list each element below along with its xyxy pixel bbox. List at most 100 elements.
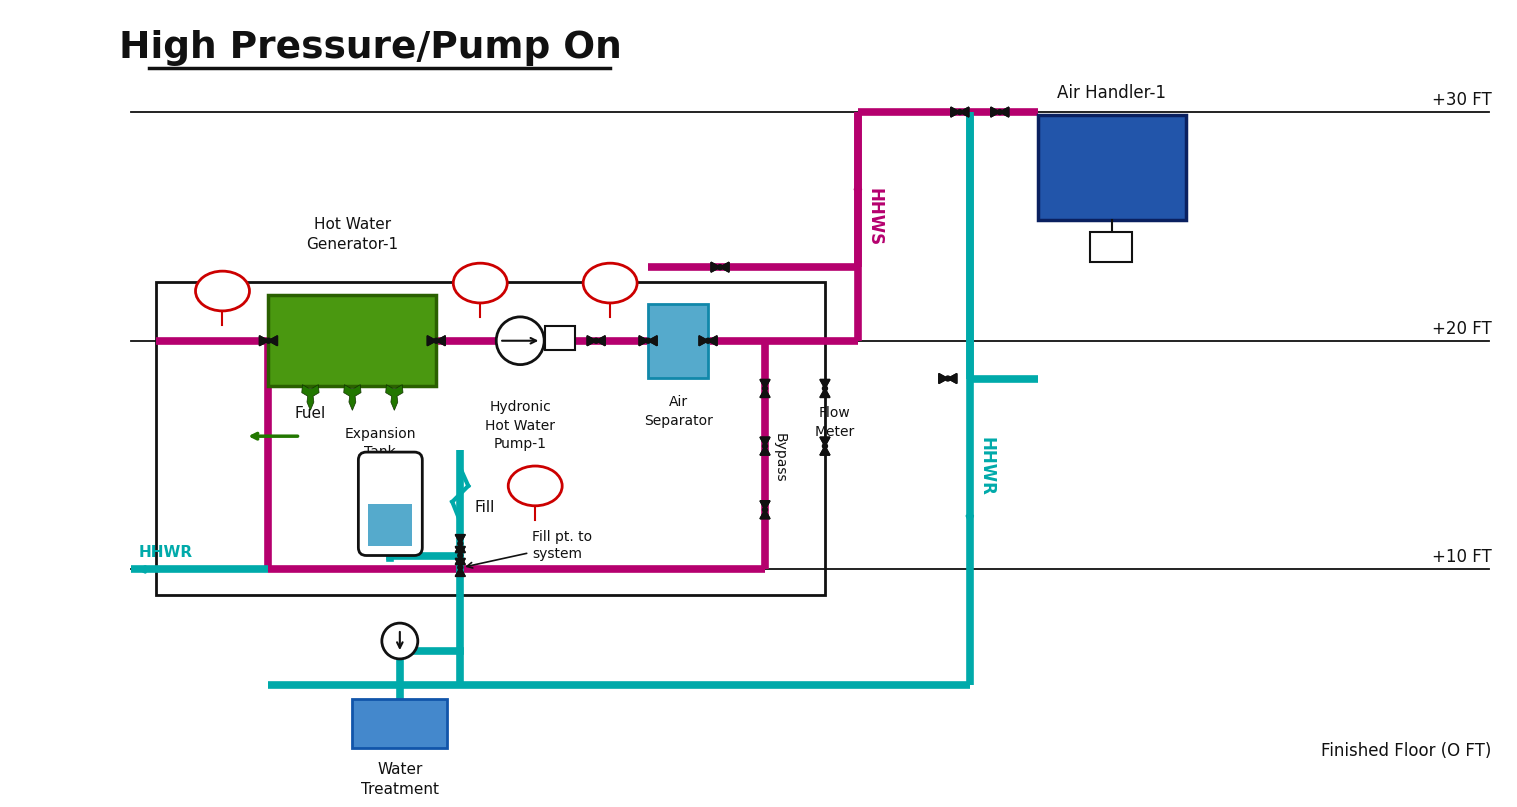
Text: HHWS: HHWS (866, 188, 884, 246)
Circle shape (593, 338, 599, 343)
Circle shape (763, 444, 768, 449)
Polygon shape (821, 388, 830, 397)
Polygon shape (760, 501, 771, 510)
Polygon shape (821, 388, 830, 397)
Text: Finished Floor (O FT): Finished Floor (O FT) (1321, 742, 1491, 760)
Circle shape (945, 376, 950, 381)
Text: Fill: Fill (475, 500, 495, 516)
Circle shape (646, 338, 651, 343)
Polygon shape (437, 336, 446, 345)
Text: 135
psig: 135 psig (595, 269, 627, 297)
FancyBboxPatch shape (1038, 115, 1186, 220)
Polygon shape (259, 336, 269, 345)
Text: +10 FT: +10 FT (1432, 549, 1491, 567)
Polygon shape (821, 437, 830, 446)
Text: Expansion
Tank: Expansion Tank (344, 427, 416, 459)
Text: HHWR: HHWR (138, 545, 193, 560)
Ellipse shape (454, 263, 507, 303)
Ellipse shape (508, 466, 563, 506)
Polygon shape (1000, 107, 1009, 117)
Polygon shape (948, 374, 957, 383)
Circle shape (822, 444, 827, 449)
Polygon shape (760, 388, 771, 397)
Text: +30 FT: +30 FT (1432, 91, 1491, 109)
Circle shape (763, 508, 768, 512)
Text: Flow
Meter: Flow Meter (815, 407, 856, 439)
Circle shape (763, 386, 768, 391)
Polygon shape (455, 544, 466, 553)
Text: 130
psig: 130 psig (519, 472, 551, 500)
Polygon shape (428, 336, 437, 345)
Polygon shape (455, 567, 466, 576)
FancyBboxPatch shape (352, 699, 448, 748)
Polygon shape (760, 446, 771, 455)
Polygon shape (760, 437, 771, 446)
Circle shape (957, 110, 962, 115)
Polygon shape (721, 262, 730, 272)
Circle shape (434, 338, 438, 343)
Polygon shape (821, 446, 830, 455)
Text: +20 FT: +20 FT (1432, 320, 1491, 338)
Polygon shape (455, 555, 466, 564)
FancyBboxPatch shape (1089, 232, 1132, 262)
FancyBboxPatch shape (358, 452, 422, 555)
Polygon shape (948, 374, 957, 383)
Polygon shape (587, 336, 596, 345)
Text: HHWR: HHWR (978, 437, 995, 495)
Circle shape (822, 386, 827, 391)
Text: Bypass: Bypass (774, 433, 787, 483)
Text: Hot Water
Generator-1: Hot Water Generator-1 (306, 217, 399, 252)
Polygon shape (455, 558, 466, 567)
Polygon shape (760, 379, 771, 388)
Polygon shape (587, 336, 596, 345)
Polygon shape (991, 107, 1000, 117)
Polygon shape (639, 336, 648, 345)
Polygon shape (455, 558, 466, 567)
Polygon shape (760, 437, 771, 446)
Ellipse shape (583, 263, 637, 303)
Polygon shape (708, 336, 718, 345)
Polygon shape (760, 510, 771, 519)
Polygon shape (960, 107, 969, 117)
Polygon shape (951, 107, 960, 117)
Polygon shape (259, 336, 269, 345)
Circle shape (705, 338, 710, 343)
Polygon shape (385, 385, 404, 410)
Polygon shape (821, 446, 830, 455)
Text: Fill pt. to
system: Fill pt. to system (467, 530, 592, 568)
Polygon shape (821, 379, 830, 388)
Polygon shape (596, 336, 605, 345)
Text: M: M (554, 331, 566, 345)
Polygon shape (455, 534, 466, 544)
Polygon shape (821, 437, 830, 446)
Polygon shape (760, 501, 771, 510)
Polygon shape (455, 567, 466, 576)
Text: Hydronic
Hot Water
Pump-1: Hydronic Hot Water Pump-1 (485, 400, 555, 451)
FancyBboxPatch shape (648, 304, 708, 378)
FancyBboxPatch shape (545, 326, 575, 349)
Polygon shape (721, 262, 730, 272)
Polygon shape (437, 336, 446, 345)
Polygon shape (821, 379, 830, 388)
Circle shape (265, 338, 272, 343)
Polygon shape (711, 262, 721, 272)
Text: Air Handler-1: Air Handler-1 (1057, 84, 1167, 102)
Polygon shape (711, 262, 721, 272)
Polygon shape (939, 374, 948, 383)
Polygon shape (960, 107, 969, 117)
Text: M: M (1104, 240, 1120, 255)
Circle shape (382, 623, 417, 659)
Polygon shape (1000, 107, 1009, 117)
FancyBboxPatch shape (369, 504, 413, 546)
Polygon shape (939, 374, 948, 383)
Circle shape (718, 265, 722, 270)
Circle shape (997, 110, 1003, 115)
Polygon shape (344, 385, 361, 410)
Polygon shape (760, 446, 771, 455)
Polygon shape (760, 510, 771, 519)
Polygon shape (699, 336, 708, 345)
Circle shape (458, 565, 463, 570)
Polygon shape (991, 107, 1000, 117)
Circle shape (458, 553, 463, 558)
FancyBboxPatch shape (269, 295, 437, 387)
